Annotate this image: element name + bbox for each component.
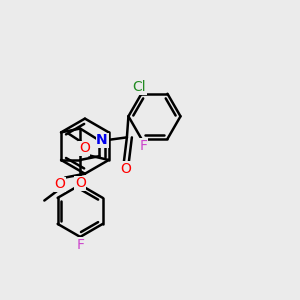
Text: O: O: [75, 176, 86, 190]
Text: N: N: [96, 134, 108, 147]
Text: F: F: [76, 238, 84, 252]
Text: Cl: Cl: [133, 80, 146, 94]
Text: O: O: [79, 142, 90, 155]
Text: O: O: [54, 178, 65, 191]
Text: O: O: [121, 162, 132, 176]
Text: F: F: [140, 139, 147, 153]
